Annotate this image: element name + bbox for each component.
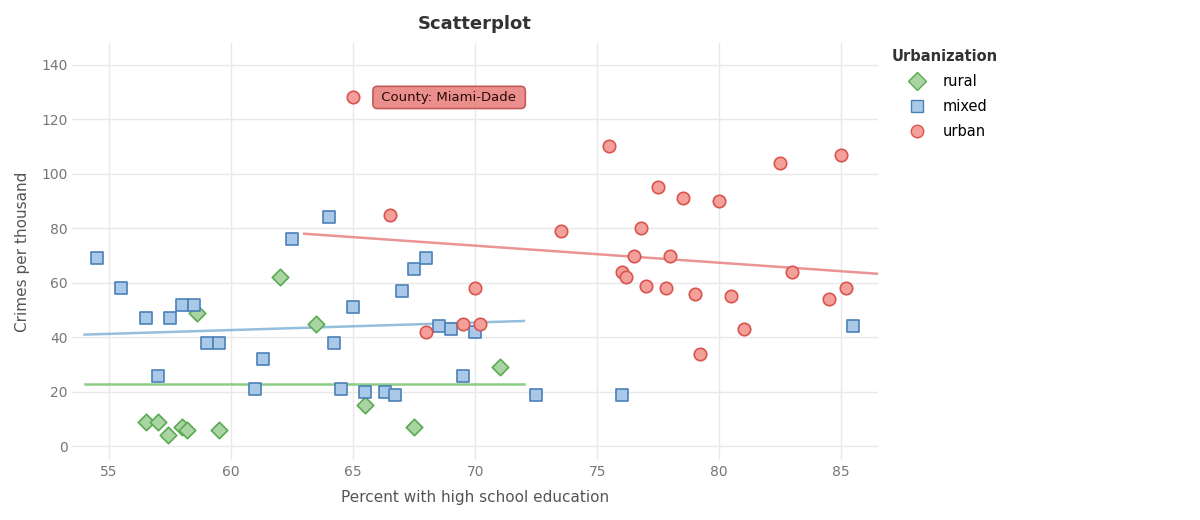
urban xyxy=(673,194,692,202)
mixed xyxy=(416,254,436,263)
Point xyxy=(343,93,362,101)
mixed xyxy=(136,314,155,322)
mixed xyxy=(282,235,301,243)
mixed xyxy=(148,371,167,380)
mixed xyxy=(376,388,395,396)
mixed xyxy=(385,391,404,399)
mixed xyxy=(185,301,204,309)
rural xyxy=(187,309,206,317)
mixed xyxy=(209,339,228,347)
mixed xyxy=(428,322,448,331)
mixed xyxy=(161,314,180,322)
urban xyxy=(709,197,728,205)
rural xyxy=(355,401,374,410)
mixed xyxy=(442,325,461,333)
rural xyxy=(307,320,326,328)
urban xyxy=(416,328,436,336)
X-axis label: Percent with high school education: Percent with high school education xyxy=(341,490,610,505)
rural xyxy=(158,431,178,439)
urban xyxy=(734,325,754,333)
Legend: rural, mixed, urban: rural, mixed, urban xyxy=(886,43,1003,145)
urban xyxy=(600,142,619,151)
mixed xyxy=(253,355,272,363)
urban xyxy=(722,292,742,301)
urban xyxy=(551,227,570,235)
mixed xyxy=(612,391,631,399)
urban xyxy=(770,159,790,167)
Text: County: Miami-Dade: County: Miami-Dade xyxy=(378,91,521,104)
Title: Scatterplot: Scatterplot xyxy=(418,15,532,33)
mixed xyxy=(324,339,343,347)
rural xyxy=(173,423,192,432)
urban xyxy=(649,183,668,191)
mixed xyxy=(343,303,362,311)
urban xyxy=(690,349,709,358)
mixed xyxy=(197,339,216,347)
mixed xyxy=(454,371,473,380)
mixed xyxy=(527,391,546,399)
rural xyxy=(178,426,197,434)
mixed xyxy=(319,213,338,222)
rural xyxy=(490,363,509,371)
urban xyxy=(661,251,680,259)
urban xyxy=(636,281,655,290)
mixed xyxy=(355,388,374,396)
mixed xyxy=(88,254,107,263)
urban xyxy=(631,224,650,232)
mixed xyxy=(331,385,350,393)
urban xyxy=(612,268,631,276)
mixed xyxy=(392,287,412,295)
urban xyxy=(466,284,485,292)
urban xyxy=(624,251,643,259)
urban xyxy=(782,268,802,276)
rural xyxy=(148,418,167,426)
urban xyxy=(470,320,490,328)
rural xyxy=(136,418,155,426)
rural xyxy=(270,273,289,281)
urban xyxy=(454,320,473,328)
urban xyxy=(656,284,676,292)
urban xyxy=(380,211,400,219)
mixed xyxy=(844,322,863,331)
mixed xyxy=(466,328,485,336)
urban xyxy=(820,295,839,303)
urban xyxy=(832,150,851,159)
urban xyxy=(685,290,704,298)
mixed xyxy=(112,284,131,292)
rural xyxy=(209,426,228,434)
urban xyxy=(836,284,856,292)
rural xyxy=(404,423,424,432)
urban xyxy=(617,273,636,281)
mixed xyxy=(173,301,192,309)
mixed xyxy=(246,385,265,393)
mixed xyxy=(404,265,424,274)
Y-axis label: Crimes per thousand: Crimes per thousand xyxy=(14,171,30,332)
